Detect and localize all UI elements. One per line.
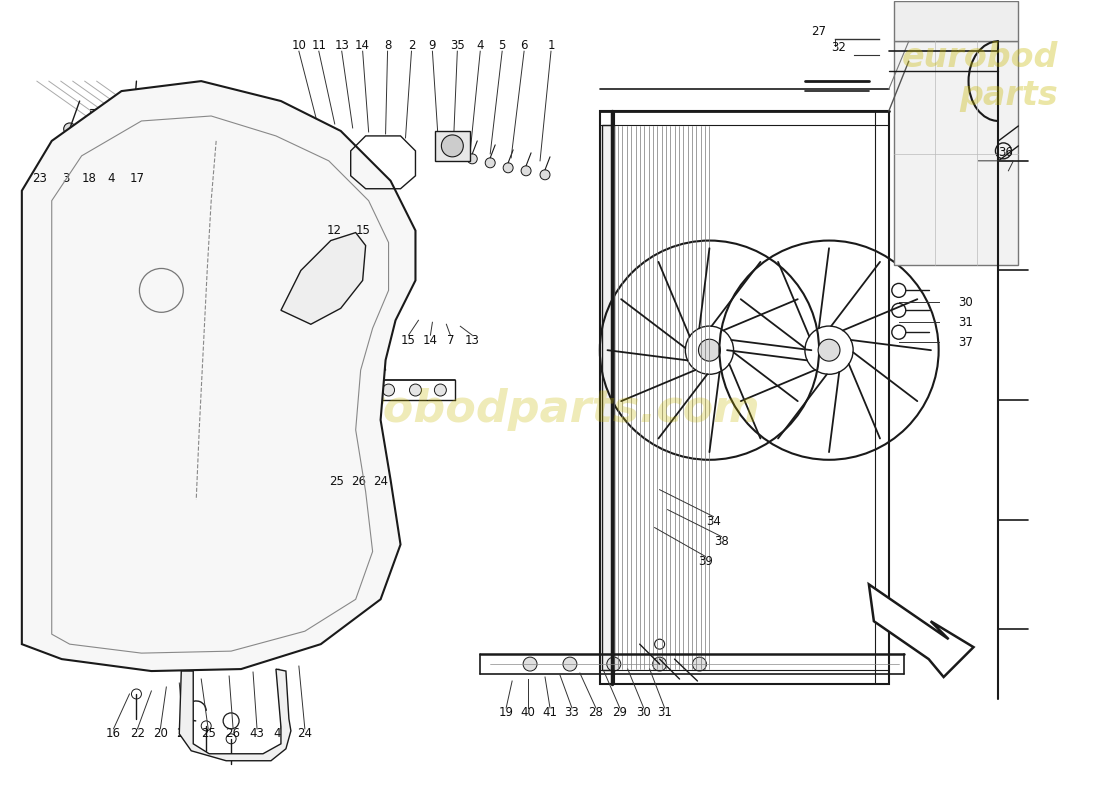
- Text: 11: 11: [311, 38, 327, 52]
- Text: 35: 35: [450, 38, 464, 52]
- Text: 27: 27: [812, 25, 826, 38]
- Polygon shape: [179, 669, 290, 761]
- Text: 18: 18: [82, 172, 97, 186]
- Bar: [894, 2, 1019, 42]
- Text: 13: 13: [465, 334, 480, 346]
- Text: 38: 38: [714, 535, 729, 548]
- Text: 30: 30: [958, 296, 974, 309]
- Text: 10: 10: [292, 38, 306, 52]
- Circle shape: [693, 657, 706, 671]
- Text: 4: 4: [476, 38, 484, 52]
- Text: 20: 20: [153, 727, 168, 740]
- Text: 9: 9: [429, 38, 437, 52]
- Text: 22: 22: [130, 727, 145, 740]
- Text: 33: 33: [564, 706, 580, 719]
- Text: 39: 39: [698, 555, 713, 568]
- Text: 2: 2: [408, 38, 415, 52]
- Polygon shape: [869, 584, 974, 677]
- Circle shape: [334, 384, 346, 396]
- Text: 36: 36: [999, 146, 1013, 159]
- Text: 28: 28: [588, 706, 603, 719]
- Text: 16: 16: [106, 727, 121, 740]
- Text: 29: 29: [613, 706, 627, 719]
- Circle shape: [698, 339, 720, 361]
- Circle shape: [468, 154, 477, 164]
- Circle shape: [356, 384, 369, 396]
- Text: 4: 4: [108, 172, 115, 186]
- Text: 5: 5: [498, 38, 506, 52]
- Text: 26: 26: [226, 727, 241, 740]
- Text: 41: 41: [542, 706, 558, 719]
- Circle shape: [322, 196, 333, 206]
- Text: 15: 15: [402, 334, 416, 346]
- Text: 15: 15: [355, 224, 370, 237]
- Text: 25: 25: [201, 727, 216, 740]
- Circle shape: [367, 209, 377, 218]
- Text: 37: 37: [958, 336, 974, 349]
- Circle shape: [409, 384, 421, 396]
- Text: 34: 34: [706, 515, 721, 528]
- Polygon shape: [280, 233, 365, 324]
- Text: 21: 21: [176, 727, 190, 740]
- Text: 12: 12: [327, 224, 341, 237]
- Text: 40: 40: [520, 706, 536, 719]
- Circle shape: [524, 657, 537, 671]
- Text: 32: 32: [832, 41, 846, 54]
- Text: 25: 25: [329, 475, 344, 488]
- Text: 1: 1: [547, 38, 554, 52]
- Circle shape: [140, 269, 184, 312]
- Text: 8: 8: [384, 38, 392, 52]
- Circle shape: [383, 384, 395, 396]
- Text: 17: 17: [130, 172, 145, 186]
- Text: 26: 26: [351, 475, 366, 488]
- Text: 13: 13: [334, 38, 349, 52]
- Bar: [602, 125, 614, 670]
- Polygon shape: [22, 81, 416, 671]
- Bar: [436, 131, 471, 161]
- Text: 30: 30: [636, 706, 651, 719]
- Circle shape: [434, 384, 447, 396]
- Circle shape: [652, 657, 667, 671]
- Text: eurobod
parts: eurobod parts: [902, 42, 1058, 113]
- Circle shape: [485, 158, 495, 168]
- Text: 6: 6: [520, 38, 528, 52]
- Circle shape: [818, 339, 840, 361]
- Circle shape: [64, 123, 76, 135]
- Text: 42: 42: [274, 727, 288, 740]
- Text: eurobodparts.com: eurobodparts.com: [300, 389, 760, 431]
- Bar: [89, 109, 108, 121]
- Circle shape: [521, 166, 531, 176]
- Text: 3: 3: [62, 172, 69, 186]
- Text: 43: 43: [250, 727, 264, 740]
- Bar: [600, 111, 889, 684]
- Text: 24: 24: [373, 475, 388, 488]
- Text: 7: 7: [447, 334, 454, 346]
- Text: 23: 23: [32, 172, 47, 186]
- Circle shape: [441, 135, 463, 157]
- Circle shape: [563, 657, 576, 671]
- Text: 19: 19: [498, 706, 514, 719]
- Circle shape: [607, 657, 620, 671]
- Circle shape: [450, 151, 460, 161]
- Text: 14: 14: [422, 334, 438, 346]
- Circle shape: [540, 170, 550, 180]
- Text: 14: 14: [355, 38, 371, 52]
- Bar: [894, 42, 1019, 266]
- Circle shape: [503, 163, 513, 173]
- Text: 31: 31: [958, 316, 974, 329]
- Circle shape: [348, 204, 358, 214]
- Text: 31: 31: [657, 706, 672, 719]
- Circle shape: [308, 194, 318, 204]
- Text: 24: 24: [297, 727, 312, 740]
